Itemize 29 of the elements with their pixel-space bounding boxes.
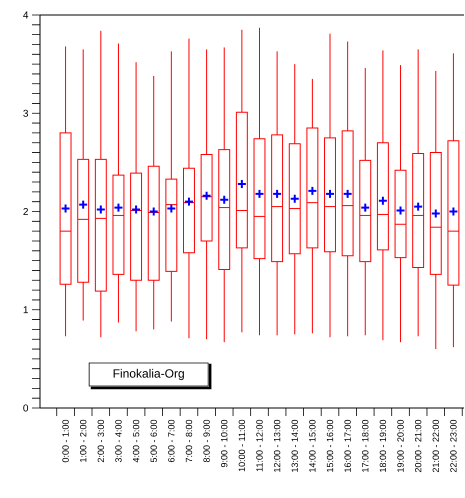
x-tick-label: 22:00 - 23:00 [450,420,457,472]
x-tick-label: 0:00 - 1:00 [62,420,69,462]
y-tick-label: 0 [23,404,28,412]
y-tick-label: 1 [24,306,28,314]
x-tick-label: 3:00 - 4:00 [115,420,122,462]
y-tick-label: 2 [23,208,28,215]
x-tick-label: 6:00 - 7:00 [168,420,175,462]
y-tick-label: 3 [23,110,28,117]
x-tick-label: 17:00 - 18:00 [362,420,368,472]
x-tick-label: 2:00 - 3:00 [98,420,104,462]
x-tick-label: 21:00 - 22:00 [432,420,439,472]
x-tick-label: 1:00 - 2:00 [80,420,86,462]
annotation: Finokalia-Org [114,368,184,380]
x-tick-label: 12:00 - 13:00 [274,420,280,472]
x-tick-label: 10:00 - 11:00 [238,420,246,472]
x-tick-label: 5:00 - 6:00 [150,420,157,462]
x-tick-label: 13:00 - 14:00 [292,420,298,472]
x-tick-label: 9:00 - 10:00 [221,420,228,468]
y-tick-label: 4 [23,12,28,18]
x-tick-label: 8:00 - 9:00 [203,420,210,462]
x-tick-label: 4:00 - 5:00 [132,420,140,462]
x-tick-label: 20:00 - 21:00 [414,420,422,472]
x-tick-label: 16:00 - 17:00 [344,420,351,472]
x-tick-label: 11:00 - 12:00 [256,420,263,472]
x-tick-label: 18:00 - 19:00 [380,420,386,472]
x-tick-label: 7:00 - 8:00 [186,420,192,462]
x-tick-label: 15:00 - 16:00 [326,420,334,472]
x-tick-label: 19:00 - 20:00 [397,420,404,472]
x-tick-label: 14:00 - 15:00 [309,420,316,472]
